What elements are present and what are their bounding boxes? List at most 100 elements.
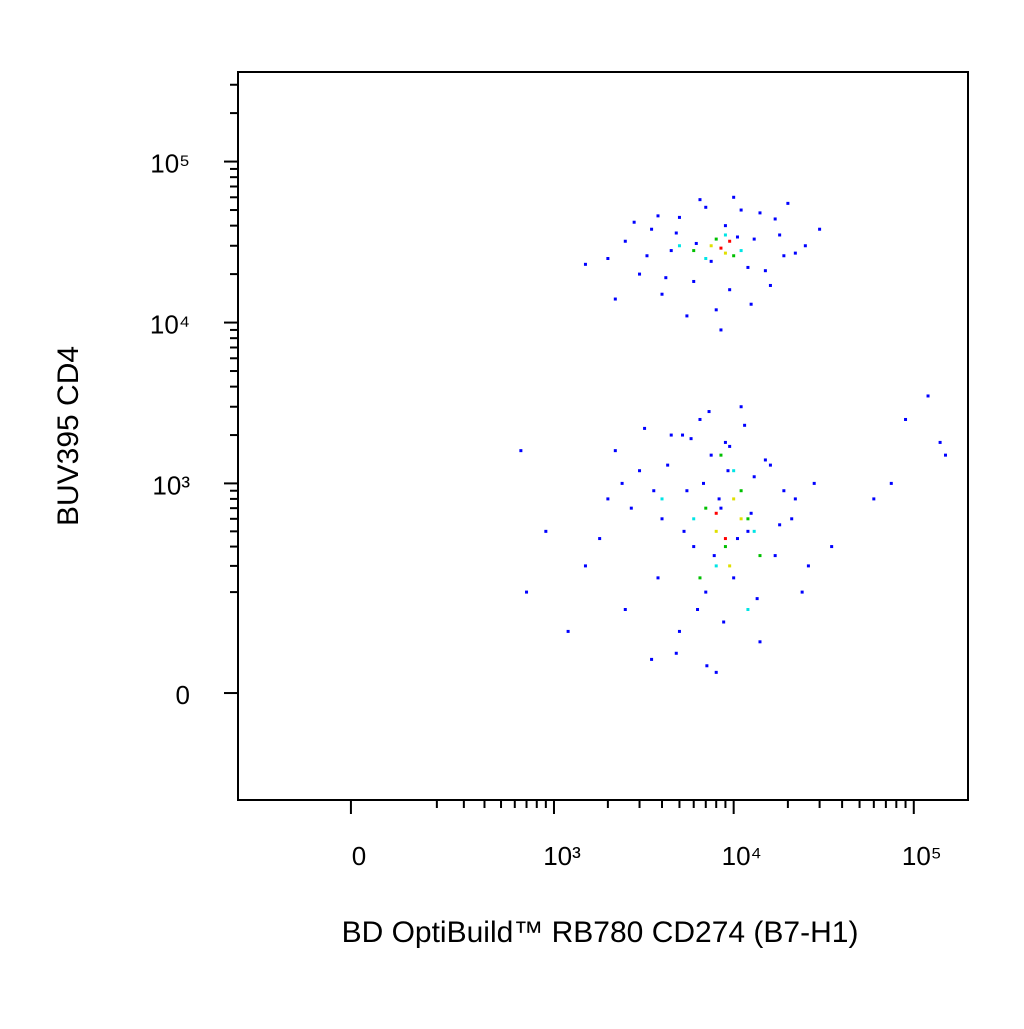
- data-point: [735, 235, 739, 239]
- data-point: [704, 205, 708, 209]
- data-point: [782, 254, 786, 258]
- data-point: [613, 297, 617, 301]
- data-point: [677, 215, 681, 219]
- y-tick-label: 0: [176, 680, 190, 710]
- data-point: [719, 506, 723, 510]
- data-point: [763, 458, 767, 462]
- y-tick-label: 10⁵: [150, 148, 190, 178]
- data-point: [598, 537, 602, 541]
- data-point: [714, 529, 718, 533]
- data-point: [704, 506, 708, 510]
- data-point: [773, 554, 777, 558]
- data-point: [714, 511, 718, 515]
- data-point: [677, 244, 681, 248]
- data-point: [739, 489, 743, 493]
- data-point: [790, 517, 794, 521]
- data-point: [768, 283, 772, 287]
- data-point: [652, 489, 656, 493]
- data-point: [694, 241, 698, 245]
- data-point: [723, 233, 727, 237]
- data-point: [746, 517, 750, 521]
- data-point: [712, 554, 716, 558]
- data-point: [656, 576, 660, 580]
- data-point: [669, 433, 673, 437]
- data-point: [793, 251, 797, 255]
- data-point: [698, 198, 702, 202]
- data-point: [830, 545, 834, 549]
- data-point: [732, 497, 736, 501]
- data-point: [583, 564, 587, 568]
- data-point: [645, 254, 649, 258]
- data-point: [719, 453, 723, 457]
- data-point: [728, 239, 732, 243]
- data-point: [746, 608, 750, 612]
- data-point: [583, 262, 587, 266]
- data-point: [818, 227, 822, 231]
- data-point: [749, 302, 753, 306]
- data-point: [728, 288, 732, 292]
- data-point: [525, 590, 529, 594]
- data-point: [707, 410, 711, 414]
- data-point: [717, 497, 721, 501]
- data-point: [739, 517, 743, 521]
- data-point: [692, 249, 696, 253]
- data-point: [709, 259, 713, 263]
- data-point: [739, 208, 743, 212]
- data-point: [664, 276, 668, 280]
- data-point: [749, 511, 753, 515]
- data-point: [704, 590, 708, 594]
- data-point: [666, 463, 670, 467]
- data-point: [714, 670, 718, 674]
- data-point: [698, 576, 702, 580]
- data-point: [723, 251, 727, 255]
- data-point: [606, 497, 610, 501]
- data-point: [692, 545, 696, 549]
- data-point: [728, 444, 732, 448]
- data-point: [806, 564, 810, 568]
- data-point: [723, 224, 727, 228]
- data-point: [739, 405, 743, 409]
- data-point: [660, 497, 664, 501]
- data-point: [660, 517, 664, 521]
- data-point: [904, 417, 908, 421]
- data-point: [800, 590, 804, 594]
- data-point: [698, 417, 702, 421]
- data-point: [689, 437, 693, 441]
- data-point: [632, 220, 636, 224]
- data-point: [778, 523, 782, 527]
- data-point: [519, 449, 523, 453]
- x-tick-label: 10⁴: [722, 841, 762, 871]
- data-point: [674, 651, 678, 655]
- data-point: [705, 664, 709, 668]
- data-point: [723, 537, 727, 541]
- data-point: [889, 481, 893, 485]
- data-point: [685, 314, 689, 318]
- data-point: [793, 497, 797, 501]
- data-point: [714, 237, 718, 241]
- data-point: [709, 244, 713, 248]
- data-point: [768, 463, 772, 467]
- data-point: [669, 249, 673, 253]
- data-point: [812, 481, 816, 485]
- data-point: [732, 576, 736, 580]
- data-point: [728, 564, 732, 568]
- data-point: [719, 246, 723, 250]
- y-axis-label: BUV395 CD4: [52, 346, 85, 526]
- data-point: [606, 256, 610, 260]
- x-tick-label: 10³: [543, 841, 581, 871]
- data-point: [544, 529, 548, 533]
- data-point: [682, 529, 686, 533]
- data-point: [943, 453, 947, 457]
- data-point: [763, 269, 767, 273]
- data-point: [732, 195, 736, 199]
- data-point: [638, 469, 642, 473]
- data-point: [752, 475, 756, 479]
- y-tick-label: 10³: [152, 470, 190, 500]
- data-point: [702, 481, 706, 485]
- data-point: [732, 469, 736, 473]
- data-point: [696, 608, 700, 612]
- data-point: [714, 308, 718, 312]
- data-point: [623, 239, 627, 243]
- data-point: [704, 256, 708, 260]
- data-point: [722, 620, 726, 624]
